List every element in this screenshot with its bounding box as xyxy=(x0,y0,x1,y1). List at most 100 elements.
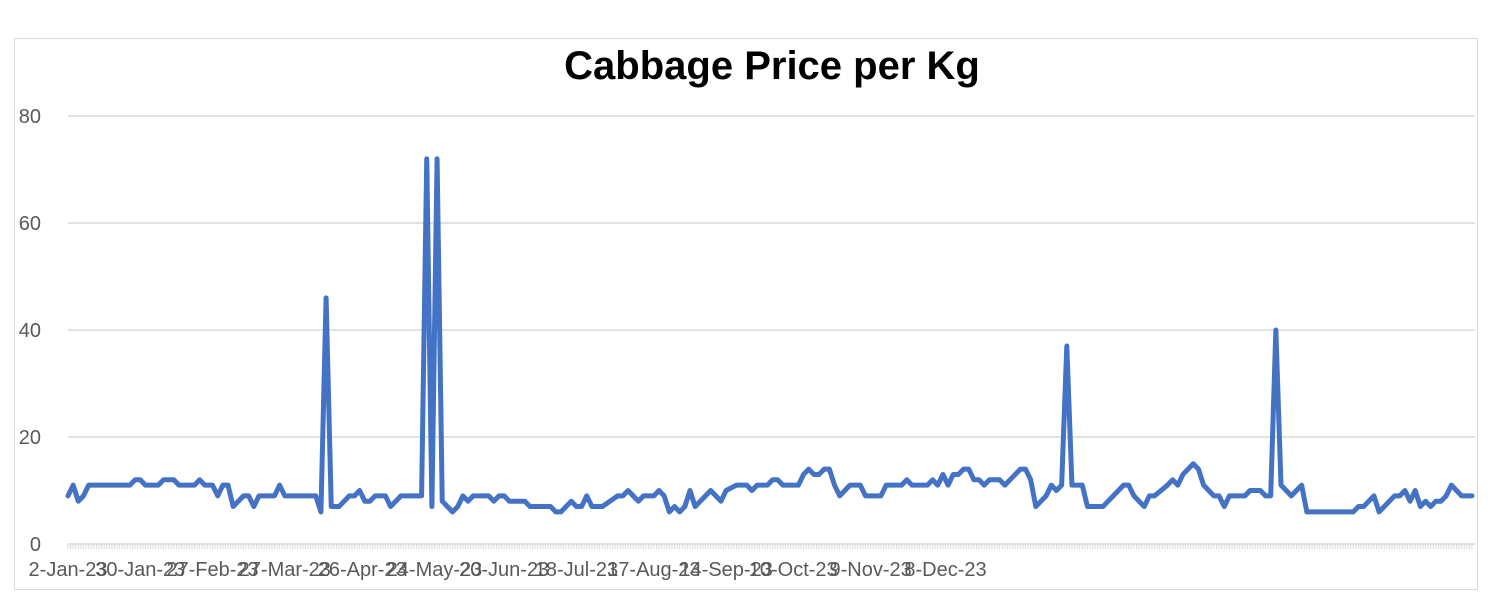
x-tick-label: 27-Mar-23 xyxy=(239,559,331,581)
data-point xyxy=(1055,489,1058,492)
data-point xyxy=(113,484,116,486)
data-point xyxy=(1112,495,1115,497)
data-point xyxy=(247,495,250,497)
data-point xyxy=(129,484,131,486)
data-point xyxy=(294,495,296,497)
data-point xyxy=(1471,495,1473,497)
data-point xyxy=(82,495,85,497)
data-point xyxy=(684,505,686,508)
data-point xyxy=(818,473,820,476)
data-point xyxy=(1197,468,1200,470)
data-point xyxy=(1176,484,1179,486)
data-point xyxy=(1269,495,1272,497)
data-point xyxy=(1019,468,1022,470)
data-point xyxy=(1398,495,1401,497)
data-point xyxy=(911,484,913,486)
data-point xyxy=(859,484,862,486)
data-point xyxy=(441,500,444,503)
data-point xyxy=(1035,505,1037,508)
data-point xyxy=(67,495,69,497)
data-point xyxy=(216,495,219,497)
data-point xyxy=(1414,489,1417,492)
data-point xyxy=(1450,484,1453,486)
x-tick-label: 2-Jan-23 xyxy=(29,559,108,581)
x-axis xyxy=(67,543,1475,549)
data-point xyxy=(134,479,136,481)
y-tick-label: 60 xyxy=(19,213,41,235)
data-point xyxy=(144,484,147,486)
data-point xyxy=(1445,495,1447,497)
data-point xyxy=(1264,495,1267,497)
data-point xyxy=(782,484,784,486)
data-point xyxy=(222,484,224,486)
data-point xyxy=(570,500,573,503)
data-point xyxy=(807,468,810,470)
data-point xyxy=(508,500,511,503)
data-point xyxy=(1419,505,1422,508)
data-point xyxy=(1357,505,1360,508)
data-point xyxy=(1071,484,1073,486)
data-point xyxy=(797,484,800,486)
data-point xyxy=(962,468,965,470)
data-point xyxy=(462,495,464,497)
data-point xyxy=(864,495,867,497)
data-point xyxy=(325,297,327,299)
data-point xyxy=(1148,495,1151,497)
data-point xyxy=(900,484,903,486)
data-point xyxy=(456,505,459,508)
data-point xyxy=(776,479,779,481)
data-point xyxy=(87,484,90,486)
data-point xyxy=(627,489,629,492)
data-point xyxy=(1153,495,1156,497)
data-point xyxy=(849,484,851,486)
data-point xyxy=(689,489,691,492)
x-tick-label: 17-Aug-23 xyxy=(607,559,700,581)
data-point xyxy=(369,500,371,503)
data-point xyxy=(1300,484,1303,486)
data-point xyxy=(436,158,438,160)
data-point xyxy=(98,484,100,486)
data-point xyxy=(493,500,495,503)
data-point xyxy=(283,495,286,497)
data-point xyxy=(425,158,428,160)
data-point xyxy=(622,495,624,497)
y-tick-label: 40 xyxy=(19,320,41,342)
data-point xyxy=(1192,462,1195,465)
data-point xyxy=(1143,505,1146,508)
data-point xyxy=(735,484,738,486)
data-point xyxy=(1388,500,1391,503)
data-point xyxy=(162,479,165,481)
data-point xyxy=(591,505,593,508)
data-point xyxy=(885,484,887,486)
data-point xyxy=(833,484,836,486)
data-point xyxy=(348,495,351,497)
data-point xyxy=(1009,479,1011,481)
data-point xyxy=(1040,500,1042,503)
data-point xyxy=(616,495,619,497)
data-point xyxy=(1171,479,1174,481)
data-point xyxy=(353,495,356,497)
data-point xyxy=(905,479,908,481)
x-tick-label: 10-Oct-23 xyxy=(749,559,838,581)
data-point xyxy=(1378,511,1380,513)
data-point xyxy=(952,473,955,476)
data-point xyxy=(1102,505,1104,508)
data-point xyxy=(745,484,748,486)
data-point xyxy=(1440,500,1442,503)
data-point xyxy=(227,484,229,486)
data-point xyxy=(926,484,929,486)
data-point xyxy=(193,484,196,486)
data-point xyxy=(72,484,74,486)
series-line-0 xyxy=(65,156,1475,515)
data-point xyxy=(157,484,160,486)
data-point xyxy=(1290,495,1293,497)
data-point xyxy=(1050,484,1053,486)
data-point xyxy=(1182,473,1184,476)
data-point xyxy=(601,505,604,508)
chart-title: Cabbage Price per Kg xyxy=(564,44,980,88)
data-point xyxy=(844,489,846,492)
data-point xyxy=(936,484,939,486)
data-point xyxy=(1029,479,1032,481)
data-point xyxy=(203,484,206,486)
data-point xyxy=(358,489,361,492)
